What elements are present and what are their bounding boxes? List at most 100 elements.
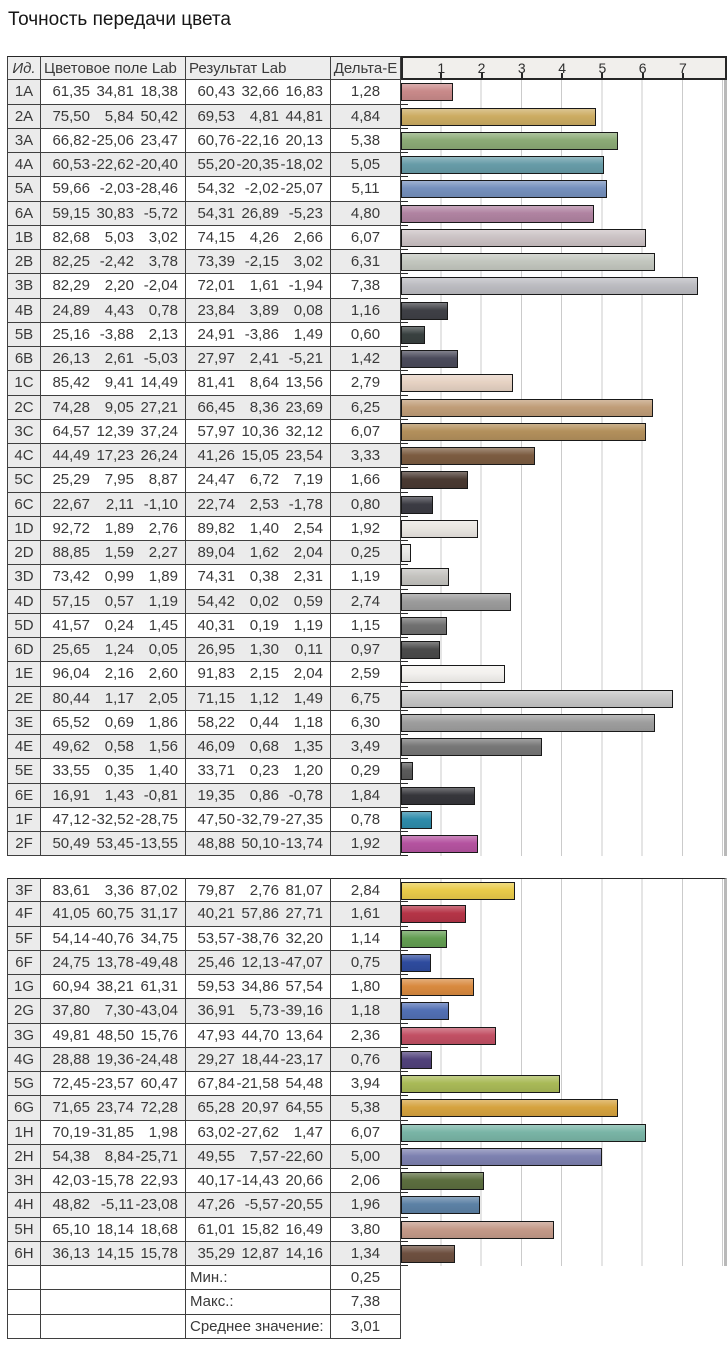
lab-value: 47,26	[197, 1196, 235, 1214]
field-lab-cell: 65,10 18,14 18,68	[40, 1217, 185, 1242]
lab-value: -20,40	[135, 156, 178, 174]
chart-row	[401, 1193, 727, 1218]
summary-label-cell: Макс.:	[185, 1290, 330, 1315]
axis-tick-label: 1	[437, 60, 446, 76]
row-id-cell: 3H	[7, 1169, 40, 1194]
lab-value: -13,74	[280, 835, 323, 853]
delta-e-cell: 1,18	[330, 999, 401, 1024]
result-lab-cell: 54,31 26,89 -5,23	[185, 201, 330, 226]
lab-value: 70,19	[52, 1123, 90, 1141]
lab-value: 4,81	[249, 107, 279, 125]
lab-value: -22,16	[236, 131, 279, 149]
field-lab-cell: 82,25 -2,42 3,78	[40, 250, 185, 275]
result-lab-cell: 27,97 2,41 -5,21	[185, 347, 330, 372]
result-lab-cell: 48,88 50,10 -13,74	[185, 832, 330, 857]
lab-value: 12,87	[241, 1244, 279, 1262]
lab-value: 33,55	[52, 762, 90, 780]
delta-e-cell: 5,05	[330, 153, 401, 178]
lab-value: 24,75	[52, 953, 90, 971]
lab-value: 20,66	[285, 1172, 323, 1190]
result-lab-cell: 47,93 44,70 13,64	[185, 1023, 330, 1048]
result-lab-cell: 71,15 1,12 1,49	[185, 686, 330, 711]
row-id-cell: 5B	[7, 322, 40, 347]
lab-value: 18,38	[140, 83, 178, 101]
lab-value: -5,57	[244, 1196, 279, 1214]
lab-value: 12,13	[241, 953, 279, 971]
field-lab-cell: 71,65 23,74 72,28	[40, 1096, 185, 1121]
summary-value-cell: 0,25	[330, 1266, 401, 1291]
lab-value: 4,26	[249, 228, 279, 246]
lab-value: 30,83	[96, 204, 134, 222]
delta-bar	[401, 978, 474, 996]
lab-value: 46,09	[197, 738, 235, 756]
table-row: 6F 24,75 13,78 -49,48 25,46 12,13 -47,07 0,75	[7, 950, 727, 975]
lab-value: 1,59	[104, 544, 134, 562]
row-id-cell: 5D	[7, 613, 40, 638]
delta-bar	[401, 519, 479, 538]
lab-value: 87,02	[140, 881, 178, 899]
chart-row	[401, 926, 727, 951]
field-lab-cell: 36,13 14,15 15,78	[40, 1241, 185, 1266]
delta-e-cell: 1,96	[330, 1193, 401, 1218]
delta-bar	[401, 568, 449, 587]
summary-label-cell: Среднее значение:	[185, 1314, 330, 1339]
table-row: 6A 59,15 30,83 -5,72 54,31 26,89 -5,23 4,80	[7, 201, 727, 226]
delta-bar	[401, 301, 448, 320]
delta-e-cell: 3,94	[330, 1072, 401, 1097]
lab-value: 8,64	[249, 374, 279, 392]
result-lab-cell: 46,09 0,68 1,35	[185, 735, 330, 760]
table-row: 5C 25,29 7,95 8,87 24,47 6,72 7,19 1,66	[7, 468, 727, 493]
delta-e-cell: 5,00	[330, 1144, 401, 1169]
delta-bar	[401, 713, 655, 732]
lab-value: 1,49	[293, 325, 323, 343]
field-lab-cell: 41,57 0,24 1,45	[40, 613, 185, 638]
lab-value: 20,13	[285, 131, 323, 149]
delta-e-cell: 6,25	[330, 395, 401, 420]
lab-value: 2,13	[148, 325, 178, 343]
result-lab-cell: 35,29 12,87 14,16	[185, 1241, 330, 1266]
result-lab-cell: 63,02 -27,62 1,47	[185, 1120, 330, 1145]
row-id-cell: 5G	[7, 1072, 40, 1097]
lab-value: 57,15	[52, 592, 90, 610]
lab-value: 55,20	[197, 156, 235, 174]
lab-value: -25,07	[280, 180, 323, 198]
chart-row	[401, 128, 727, 153]
table-row: 6C 22,67 2,11 -1,10 22,74 2,53 -1,78 0,80	[7, 492, 727, 517]
lab-value: 27,71	[285, 905, 323, 923]
chart-row	[401, 807, 727, 832]
delta-e-cell: 2,36	[330, 1023, 401, 1048]
lab-value: 23,84	[197, 301, 235, 319]
table-row: 3C 64,57 12,39 37,24 57,97 10,36 32,12 6,07	[7, 419, 727, 444]
result-lab-cell: 25,46 12,13 -47,07	[185, 950, 330, 975]
lab-value: 2,11	[105, 495, 134, 513]
delta-bar	[401, 1220, 555, 1239]
delta-bar	[401, 1123, 646, 1142]
lab-value: 61,35	[52, 83, 90, 101]
lab-value: 18,14	[96, 1220, 134, 1238]
row-id-cell: 6E	[7, 783, 40, 808]
chart-row	[401, 1023, 727, 1048]
lab-value: 0,57	[104, 592, 134, 610]
lab-value: 26,95	[197, 641, 235, 659]
chart-row	[401, 274, 727, 299]
summary-row: Среднее значение: 3,01	[7, 1314, 727, 1339]
lab-value: -23,17	[280, 1050, 323, 1068]
delta-e-cell: 1,15	[330, 613, 401, 638]
chart-row	[401, 662, 727, 687]
lab-value: -0,78	[288, 786, 323, 804]
result-lab-cell: 47,26 -5,57 -20,55	[185, 1193, 330, 1218]
lab-value: 1,98	[148, 1123, 178, 1141]
field-lab-cell: 64,57 12,39 37,24	[40, 419, 185, 444]
lab-value: 2,53	[249, 495, 279, 513]
delta-e-cell: 2,59	[330, 662, 401, 687]
delta-e-cell: 5,38	[330, 1096, 401, 1121]
axis-tick-label: 3	[517, 60, 526, 76]
lab-value: 31,17	[140, 905, 178, 923]
lab-value: 0,24	[104, 616, 134, 634]
lab-value: 1,61	[249, 277, 279, 295]
lab-value: 12,39	[96, 422, 134, 440]
lab-value: 2,76	[148, 519, 178, 537]
axis-tick-mark	[641, 73, 644, 79]
table-row: 3E 65,52 0,69 1,86 58,22 0,44 1,18 6,30	[7, 710, 727, 735]
